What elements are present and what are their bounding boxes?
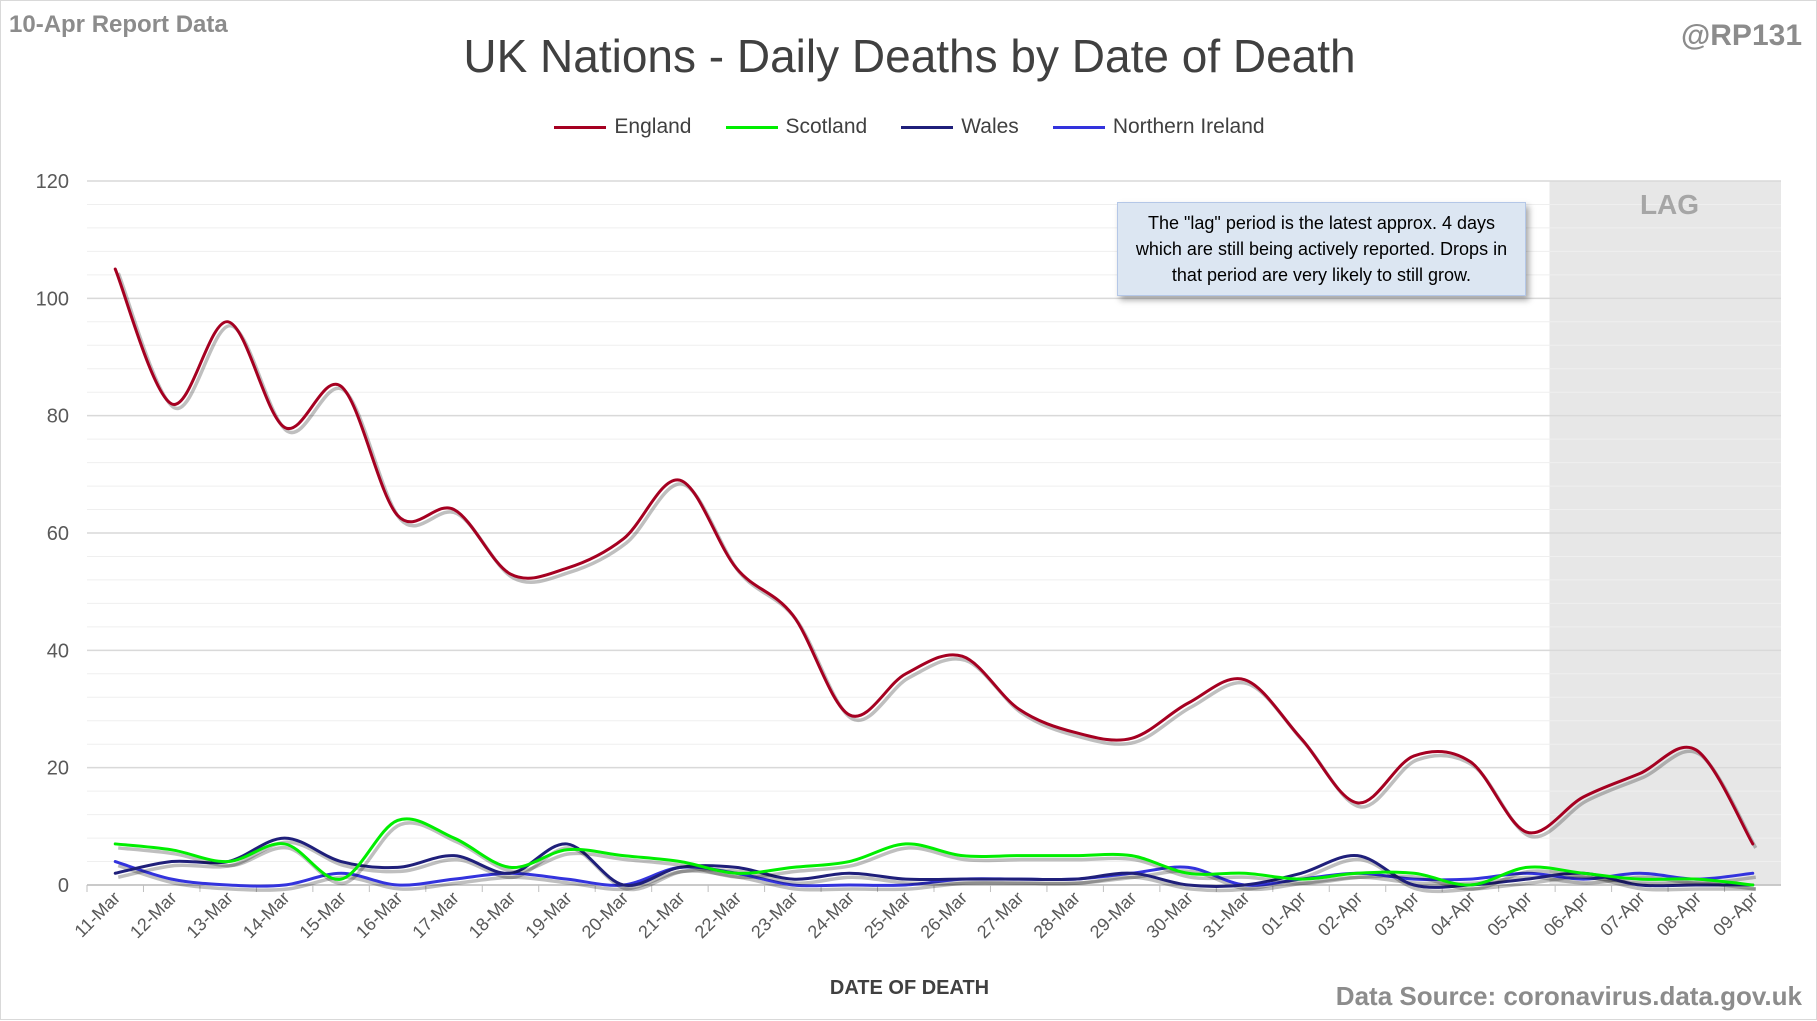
legend-swatch-england — [554, 125, 607, 129]
series-line-shadow-england — [116, 272, 1758, 849]
legend-label-england: England — [614, 115, 692, 138]
x-tick-label: 30-Mar — [1142, 888, 1196, 942]
report-date-tag: 10-Apr Report Data — [9, 11, 228, 38]
x-tick-label: 27-Mar — [973, 888, 1027, 942]
x-tick-label: 16-Mar — [352, 888, 406, 942]
lag-annotation-box: The "lag" period is the latest approx. 4… — [1117, 202, 1526, 296]
legend-label-wales: Wales — [961, 115, 1019, 138]
data-source: Data Source: coronavirus.data.gov.uk — [1335, 981, 1802, 1011]
series-line-england — [113, 267, 1755, 846]
x-tick-label: 29-Mar — [1086, 888, 1140, 942]
y-tick-label: 100 — [36, 288, 69, 310]
x-tick-label: 18-Mar — [465, 888, 519, 942]
author-handle: @RP131 — [1681, 19, 1802, 52]
x-tick-label: 07-Apr — [1596, 888, 1648, 940]
x-tick-label: 26-Mar — [917, 888, 971, 942]
legend-label-scotland: Scotland — [785, 115, 868, 138]
x-tick-label: 11-Mar — [71, 888, 125, 942]
series-line-northern-ireland — [113, 860, 1755, 888]
legend-swatch-scotland — [725, 125, 778, 129]
legend-item-scotland: Scotland — [725, 115, 868, 139]
chart-title: UK Nations - Daily Deaths by Date of Dea… — [463, 30, 1356, 82]
lag-label: LAG — [1639, 189, 1700, 220]
x-tick-label: 31-Mar — [1199, 888, 1253, 942]
legend-swatch-wales — [901, 125, 954, 129]
legend: England Scotland Wales Northern Ireland — [1, 115, 1817, 139]
x-tick-label: 13-Mar — [183, 888, 237, 942]
x-tick-label: 23-Mar — [747, 888, 801, 942]
series-line-shadow-wales — [117, 840, 1756, 894]
legend-item-england: England — [554, 115, 692, 139]
x-tick-label: 12-Mar — [126, 888, 180, 942]
x-tick-label: 21-Mar — [634, 888, 688, 942]
y-tick-label: 120 — [36, 171, 69, 193]
legend-swatch-northern-ireland — [1052, 125, 1105, 129]
x-tick-label: 06-Apr — [1540, 888, 1592, 940]
x-tick-label: 14-Mar — [239, 888, 293, 942]
x-tick-label: 08-Apr — [1653, 888, 1705, 940]
x-tick-label: 19-Mar — [521, 888, 575, 942]
x-tick-label: 02-Apr — [1314, 888, 1366, 940]
y-tick-label: 80 — [47, 406, 69, 428]
x-tick-label: 01-Apr — [1258, 888, 1310, 940]
series-line-shadow-scotland — [118, 821, 1756, 891]
y-tick-label: 40 — [47, 640, 69, 662]
x-tick-label: 15-Mar — [295, 888, 349, 942]
legend-label-northern-ireland: Northern Ireland — [1112, 115, 1265, 138]
y-tick-label: 20 — [47, 758, 69, 780]
x-tick-label: 28-Mar — [1030, 888, 1084, 942]
y-tick-label: 0 — [58, 875, 69, 897]
x-tick-label: 09-Apr — [1709, 888, 1761, 940]
x-tick-label: 20-Mar — [578, 888, 632, 942]
x-tick-label: 25-Mar — [860, 888, 914, 942]
x-axis-title: DATE OF DEATH — [829, 977, 990, 999]
y-tick-label: 60 — [47, 523, 69, 545]
x-tick-label: 17-Mar — [408, 888, 462, 942]
legend-item-wales: Wales — [901, 115, 1019, 139]
x-tick-label: 04-Apr — [1427, 888, 1479, 940]
legend-item-northern-ireland: Northern Ireland — [1052, 115, 1265, 139]
x-tick-label: 05-Apr — [1483, 888, 1535, 940]
x-tick-label: 03-Apr — [1370, 888, 1422, 940]
series-line-scotland — [113, 817, 1755, 887]
x-tick-label: 24-Mar — [804, 888, 858, 942]
x-tick-label: 22-Mar — [691, 888, 745, 942]
